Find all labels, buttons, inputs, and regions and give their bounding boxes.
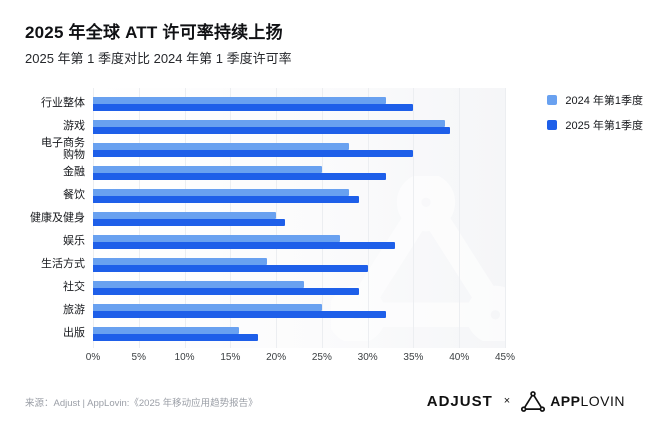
bar-2025-q1 (93, 149, 414, 157)
applovin-word-app: APP (550, 393, 581, 409)
x-tick-label: 35% (403, 352, 424, 363)
chart-row: 社交 (25, 276, 505, 299)
applovin-word-lovin: LOVIN (580, 393, 625, 409)
gridline (413, 88, 415, 348)
gridline (459, 88, 461, 348)
page-subtitle: 2025 年第 1 季度对比 2024 年第 1 季度许可率 (25, 51, 292, 66)
bar-2024-q1 (93, 326, 240, 334)
chart-row: 生活方式 (25, 253, 505, 276)
category-label: 出版 (63, 326, 85, 339)
category-label: 游戏 (63, 119, 85, 132)
chart-row: 出版 (25, 322, 505, 345)
chart-row: 金融 (25, 161, 505, 184)
bar-group (93, 165, 505, 180)
category-label: 健康及健身 (30, 211, 85, 224)
bar-group (93, 303, 505, 318)
bar-group (93, 234, 505, 249)
x-tick-label: 40% (449, 352, 470, 363)
x-axis: 0% 5% 10% 15% 20% 25% 30% 35% 40% 45% (86, 352, 515, 366)
bar-2024-q1 (93, 96, 386, 104)
gridline (321, 88, 323, 348)
legend-swatch (547, 95, 558, 105)
x-tick-label: 5% (131, 352, 146, 363)
x-tick-label: 20% (266, 352, 287, 363)
page-title: 2025 年全球 ATT 许可率持续上扬 (25, 23, 283, 42)
bar-group (93, 142, 505, 157)
applovin-triangle-icon (521, 390, 546, 412)
applovin-logo: APPLOVIN (521, 390, 625, 412)
bar-2025-q1 (93, 241, 396, 249)
category-label: 社交 (63, 280, 85, 293)
bar-2025-q1 (93, 103, 414, 111)
adjust-logo: ADJUST (426, 392, 493, 410)
category-label: 旅游 (63, 303, 85, 316)
category-label: 电子商务 购物 (41, 136, 85, 161)
x-tick-label: 25% (311, 352, 332, 363)
bar-group (93, 96, 505, 111)
legend-label: 2025 年第1季度 (565, 120, 643, 132)
x-tick-label: 0% (85, 352, 101, 363)
bar-2025-q1 (93, 218, 286, 226)
multiply-icon: × (503, 395, 511, 407)
bar-group (93, 188, 505, 203)
gridline (276, 88, 278, 348)
bar-2025-q1 (93, 172, 386, 180)
chart-row: 行业整体 (25, 92, 505, 115)
footer-logos: ADJUST × APPLOVIN (427, 388, 625, 414)
bar-2024-q1 (93, 165, 322, 173)
chart-row: 游戏 (25, 115, 505, 138)
bar-group (93, 280, 505, 295)
category-label: 行业整体 (41, 96, 85, 109)
bar-2025-q1 (93, 195, 359, 203)
chart-row: 餐饮 (25, 184, 505, 207)
bar-2025-q1 (93, 126, 451, 134)
bar-2025-q1 (93, 310, 386, 318)
legend-swatch (547, 120, 558, 130)
bar-group (93, 257, 505, 272)
x-tick-label: 30% (357, 352, 378, 363)
bar-2025-q1 (93, 287, 359, 295)
bar-2024-q1 (93, 257, 267, 265)
chart-row: 旅游 (25, 299, 505, 322)
applovin-wordmark: APPLOVIN (550, 393, 625, 409)
x-tick-label: 45% (494, 352, 516, 363)
legend: 2024 年第1季度 2025 年第1季度 (547, 92, 643, 133)
legend-item-2025-q1: 2025 年第1季度 (547, 117, 643, 133)
legend-label: 2024 年第1季度 (565, 95, 643, 107)
bar-2025-q1 (93, 264, 368, 272)
bar-2024-q1 (93, 280, 304, 288)
gridline (505, 88, 506, 348)
bar-2025-q1 (93, 333, 258, 341)
bar-2024-q1 (93, 188, 350, 196)
bar-2024-q1 (93, 303, 322, 311)
x-tick-label: 15% (220, 352, 241, 363)
category-label: 生活方式 (41, 257, 85, 270)
category-label: 娱乐 (63, 234, 85, 247)
bar-2024-q1 (93, 142, 350, 150)
x-tick-label: 10% (174, 352, 195, 363)
att-bar-chart: 行业整体游戏电子商务 购物金融餐饮健康及健身娱乐生活方式社交旅游出版 0% 5% 1… (25, 88, 643, 380)
bar-2024-q1 (93, 119, 446, 127)
gridline (367, 88, 369, 348)
bar-group (93, 119, 505, 134)
legend-item-2024-q1: 2024 年第1季度 (547, 92, 643, 108)
chart-row: 娱乐 (25, 230, 505, 253)
chart-row: 健康及健身 (25, 207, 505, 230)
category-label: 餐饮 (63, 188, 85, 201)
chart-row: 电子商务 购物 (25, 136, 505, 161)
bar-group (93, 326, 505, 341)
bar-group (93, 211, 505, 226)
bar-2024-q1 (93, 234, 341, 242)
bar-2024-q1 (93, 211, 277, 219)
source-note: 来源：Adjust | AppLovin:《2025 年移动应用趋势报告》 (25, 398, 258, 409)
category-label: 金融 (63, 165, 85, 178)
chart-rows: 行业整体游戏电子商务 购物金融餐饮健康及健身娱乐生活方式社交旅游出版 (25, 92, 505, 345)
